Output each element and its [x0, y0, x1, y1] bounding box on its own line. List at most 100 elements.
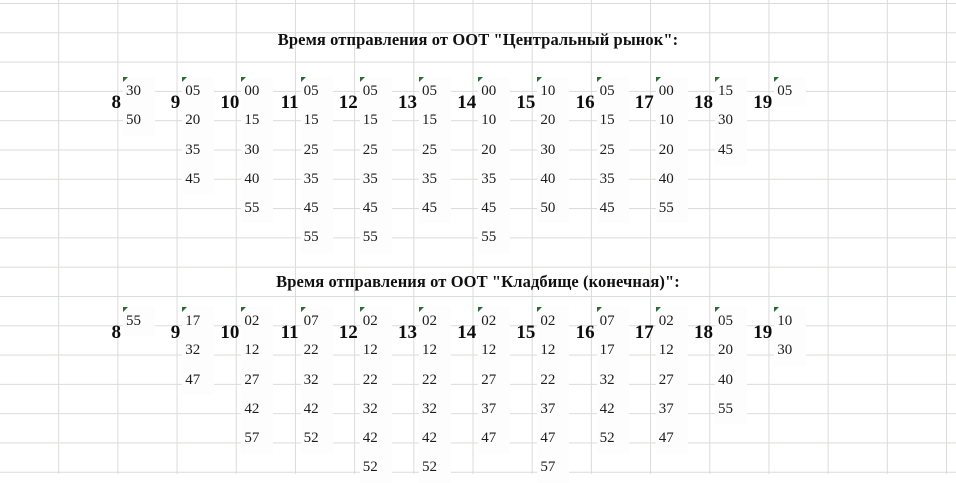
minute-cell[interactable]: 55: [123, 307, 155, 337]
minute-cell[interactable]: 02: [478, 307, 511, 337]
minute-cell[interactable]: 32: [596, 365, 629, 395]
minute-cell[interactable]: 45: [715, 135, 747, 165]
minute-cell[interactable]: 30: [715, 106, 747, 136]
minute-cell[interactable]: 50: [537, 194, 570, 224]
hour-cell[interactable]: 15: [510, 88, 569, 117]
hour-cell[interactable]: 16: [570, 318, 629, 347]
minute-cell[interactable]: 12: [537, 336, 570, 366]
minute-cell[interactable]: 25: [419, 135, 451, 165]
minute-cell[interactable]: 55: [241, 194, 274, 224]
minute-cell[interactable]: 05: [182, 77, 215, 107]
minute-cell[interactable]: 45: [182, 164, 215, 195]
minute-cell[interactable]: 15: [300, 106, 333, 136]
hour-cell[interactable]: 14: [451, 318, 510, 347]
minute-cell[interactable]: 42: [300, 394, 333, 425]
minute-cell[interactable]: 12: [359, 336, 392, 366]
minute-cell[interactable]: 05: [715, 307, 747, 337]
minute-cell[interactable]: 35: [419, 164, 451, 195]
hour-cell[interactable]: 13: [392, 88, 451, 117]
minute-cell[interactable]: 35: [182, 135, 215, 165]
hour-cell[interactable]: 16: [570, 88, 629, 117]
minute-cell[interactable]: 00: [478, 77, 511, 107]
minute-cell[interactable]: 47: [537, 424, 570, 454]
minute-cell[interactable]: 17: [182, 307, 215, 337]
minute-cell[interactable]: 52: [359, 453, 392, 483]
minute-cell[interactable]: 05: [774, 77, 807, 107]
minute-cell[interactable]: 17: [596, 336, 629, 366]
minute-cell[interactable]: 40: [241, 164, 274, 195]
minute-cell[interactable]: 15: [241, 106, 274, 136]
minute-cell[interactable]: 02: [359, 307, 392, 337]
minute-cell[interactable]: 15: [419, 106, 451, 136]
minute-cell[interactable]: 22: [300, 336, 333, 366]
minute-cell[interactable]: 20: [537, 106, 570, 136]
minute-cell[interactable]: 57: [537, 453, 570, 483]
minute-cell[interactable]: 47: [478, 424, 511, 454]
minute-cell[interactable]: 35: [300, 164, 333, 195]
hour-cell[interactable]: 13: [392, 318, 451, 347]
minute-cell[interactable]: 05: [300, 77, 333, 107]
minute-cell[interactable]: 12: [478, 336, 511, 366]
minute-cell[interactable]: 47: [182, 365, 215, 395]
minute-cell[interactable]: 22: [537, 365, 570, 395]
minute-cell[interactable]: 27: [241, 365, 274, 395]
minute-cell[interactable]: 20: [182, 106, 215, 136]
minute-cell[interactable]: 30: [241, 135, 274, 165]
minute-cell[interactable]: 12: [419, 336, 451, 366]
minute-cell[interactable]: 00: [655, 77, 688, 107]
hour-cell[interactable]: 12: [333, 318, 392, 347]
minute-cell[interactable]: 45: [419, 194, 451, 224]
minute-cell[interactable]: 27: [655, 365, 688, 395]
minute-cell[interactable]: 55: [359, 223, 392, 253]
minute-cell[interactable]: 30: [123, 77, 155, 107]
hour-cell[interactable]: 9: [155, 88, 214, 117]
minute-cell[interactable]: 42: [419, 424, 451, 454]
minute-cell[interactable]: 32: [300, 365, 333, 395]
minute-cell[interactable]: 57: [241, 424, 274, 454]
minute-cell[interactable]: 20: [655, 135, 688, 165]
hour-cell[interactable]: 17: [629, 88, 688, 117]
minute-cell[interactable]: 55: [715, 394, 747, 425]
minute-cell[interactable]: 12: [241, 336, 274, 366]
minute-cell[interactable]: 22: [359, 365, 392, 395]
minute-cell[interactable]: 00: [241, 77, 274, 107]
hour-cell[interactable]: 19: [747, 88, 806, 117]
minute-cell[interactable]: 42: [359, 424, 392, 454]
minute-cell[interactable]: 42: [241, 394, 274, 425]
minute-cell[interactable]: 25: [596, 135, 629, 165]
hour-cell[interactable]: 10: [214, 88, 273, 117]
minute-cell[interactable]: 32: [359, 394, 392, 425]
minute-cell[interactable]: 32: [419, 394, 451, 425]
minute-cell[interactable]: 55: [300, 223, 333, 253]
minute-cell[interactable]: 52: [300, 424, 333, 454]
minute-cell[interactable]: 30: [537, 135, 570, 165]
minute-cell[interactable]: 52: [419, 453, 451, 483]
minute-cell[interactable]: 42: [596, 394, 629, 425]
hour-cell[interactable]: 14: [451, 88, 510, 117]
minute-cell[interactable]: 45: [478, 194, 511, 224]
minute-cell[interactable]: 05: [596, 77, 629, 107]
minute-cell[interactable]: 25: [300, 135, 333, 165]
minute-cell[interactable]: 35: [596, 164, 629, 195]
minute-cell[interactable]: 30: [774, 336, 807, 366]
minute-cell[interactable]: 47: [655, 424, 688, 454]
minute-cell[interactable]: 27: [478, 365, 511, 395]
hour-cell[interactable]: 10: [214, 318, 273, 347]
minute-cell[interactable]: 10: [478, 106, 511, 136]
minute-cell[interactable]: 37: [537, 394, 570, 425]
minute-cell[interactable]: 45: [359, 194, 392, 224]
minute-cell[interactable]: 10: [537, 77, 570, 107]
hour-cell[interactable]: 9: [155, 318, 214, 347]
minute-cell[interactable]: 02: [241, 307, 274, 337]
minute-cell[interactable]: 45: [596, 194, 629, 224]
minute-cell[interactable]: 15: [359, 106, 392, 136]
hour-cell[interactable]: 18: [688, 318, 747, 347]
minute-cell[interactable]: 15: [596, 106, 629, 136]
hour-cell[interactable]: 19: [747, 318, 806, 347]
hour-cell[interactable]: 15: [510, 318, 569, 347]
hour-cell[interactable]: 17: [629, 318, 688, 347]
minute-cell[interactable]: 45: [300, 194, 333, 224]
minute-cell[interactable]: 02: [537, 307, 570, 337]
minute-cell[interactable]: 22: [419, 365, 451, 395]
minute-cell[interactable]: 02: [655, 307, 688, 337]
